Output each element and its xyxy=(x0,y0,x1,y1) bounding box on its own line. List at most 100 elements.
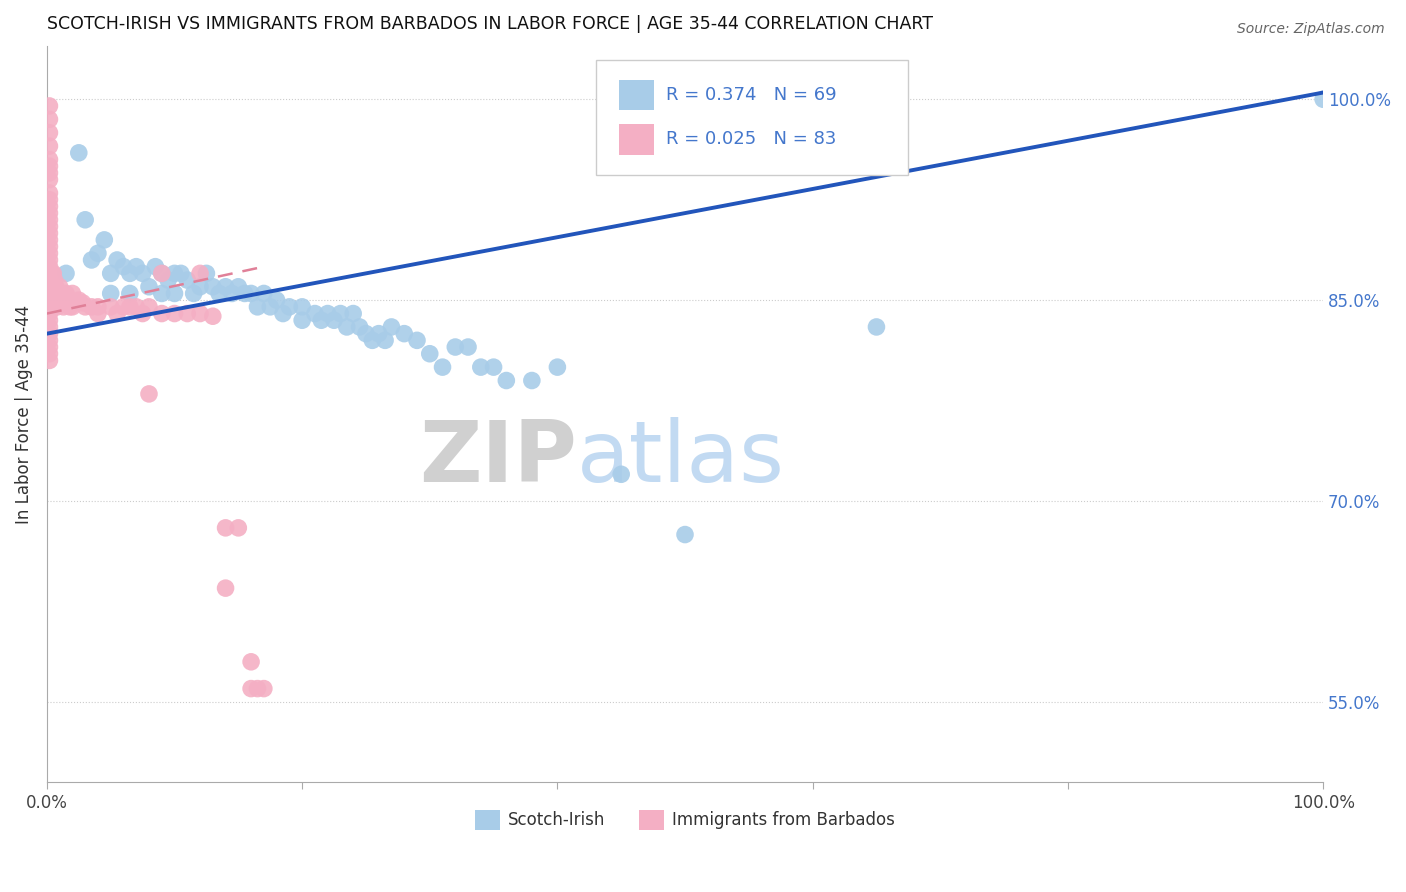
Point xyxy=(38,212,60,227)
Point xyxy=(1312,92,1334,106)
Point xyxy=(259,300,281,314)
Point xyxy=(46,286,69,301)
Point xyxy=(38,286,60,301)
Text: atlas: atlas xyxy=(576,417,785,500)
Point xyxy=(67,145,90,160)
Point xyxy=(266,293,288,307)
Point xyxy=(38,279,60,293)
Point xyxy=(163,307,186,321)
Point xyxy=(38,99,60,113)
Point xyxy=(201,310,224,324)
Point xyxy=(176,273,198,287)
Point xyxy=(42,279,65,293)
Point xyxy=(44,286,66,301)
Point xyxy=(38,307,60,321)
Point xyxy=(432,360,454,375)
Point xyxy=(150,266,173,280)
Point xyxy=(38,300,60,314)
Text: ZIP: ZIP xyxy=(419,417,576,500)
Point xyxy=(38,126,60,140)
Point xyxy=(59,300,82,314)
Point xyxy=(87,307,110,321)
Point xyxy=(48,293,70,307)
Point xyxy=(214,279,236,293)
Point xyxy=(380,320,402,334)
Point xyxy=(311,313,333,327)
Point xyxy=(38,219,60,234)
Point xyxy=(138,279,160,293)
Point xyxy=(38,139,60,153)
Point xyxy=(48,279,70,293)
Point xyxy=(349,320,371,334)
Y-axis label: In Labor Force | Age 35-44: In Labor Force | Age 35-44 xyxy=(15,304,32,524)
Point xyxy=(240,286,263,301)
Point xyxy=(163,266,186,280)
Point xyxy=(38,199,60,213)
Point xyxy=(131,266,153,280)
Point xyxy=(62,286,84,301)
Point xyxy=(329,307,352,321)
Point xyxy=(80,252,103,267)
Point xyxy=(100,266,122,280)
Point xyxy=(394,326,416,341)
Point xyxy=(48,293,70,307)
Point xyxy=(38,260,60,274)
Point xyxy=(55,296,77,310)
Point xyxy=(201,279,224,293)
FancyBboxPatch shape xyxy=(596,61,908,175)
Point xyxy=(246,681,269,696)
Point xyxy=(138,300,160,314)
Point xyxy=(246,300,269,314)
Point xyxy=(46,300,69,314)
Point xyxy=(38,153,60,167)
Point xyxy=(150,266,173,280)
Point xyxy=(188,307,211,321)
Point xyxy=(45,293,67,307)
Point xyxy=(38,340,60,354)
Point xyxy=(38,193,60,207)
Point xyxy=(208,286,231,301)
Point xyxy=(80,300,103,314)
Point xyxy=(55,266,77,280)
Point xyxy=(41,266,63,280)
Point xyxy=(38,353,60,368)
Point xyxy=(367,326,389,341)
Point xyxy=(42,266,65,280)
Point xyxy=(214,581,236,595)
Point xyxy=(444,340,467,354)
Bar xyxy=(619,124,654,154)
Point xyxy=(482,360,505,375)
Point xyxy=(38,293,60,307)
Point xyxy=(520,374,543,388)
Point xyxy=(38,334,60,348)
Point xyxy=(38,172,60,186)
Text: SCOTCH-IRISH VS IMMIGRANTS FROM BARBADOS IN LABOR FORCE | AGE 35-44 CORRELATION : SCOTCH-IRISH VS IMMIGRANTS FROM BARBADOS… xyxy=(46,15,934,33)
Point xyxy=(38,266,60,280)
Point xyxy=(38,273,60,287)
Point xyxy=(374,334,396,348)
Text: R = 0.025   N = 83: R = 0.025 N = 83 xyxy=(666,130,837,148)
Point xyxy=(38,186,60,200)
Point xyxy=(188,279,211,293)
Point xyxy=(150,307,173,321)
Point xyxy=(253,681,276,696)
Point xyxy=(55,286,77,301)
Point xyxy=(118,266,141,280)
Point xyxy=(38,347,60,361)
Point xyxy=(112,260,135,274)
Point xyxy=(44,273,66,287)
Point xyxy=(188,266,211,280)
Point xyxy=(93,233,115,247)
Point xyxy=(51,293,73,307)
Text: R = 0.374   N = 69: R = 0.374 N = 69 xyxy=(666,86,837,104)
Point xyxy=(253,286,276,301)
Point xyxy=(195,266,218,280)
Point xyxy=(316,307,339,321)
Point xyxy=(38,239,60,253)
Point xyxy=(100,300,122,314)
Point xyxy=(865,320,887,334)
Point xyxy=(495,374,517,388)
Point xyxy=(271,307,294,321)
Point xyxy=(546,360,568,375)
Point xyxy=(323,313,346,327)
